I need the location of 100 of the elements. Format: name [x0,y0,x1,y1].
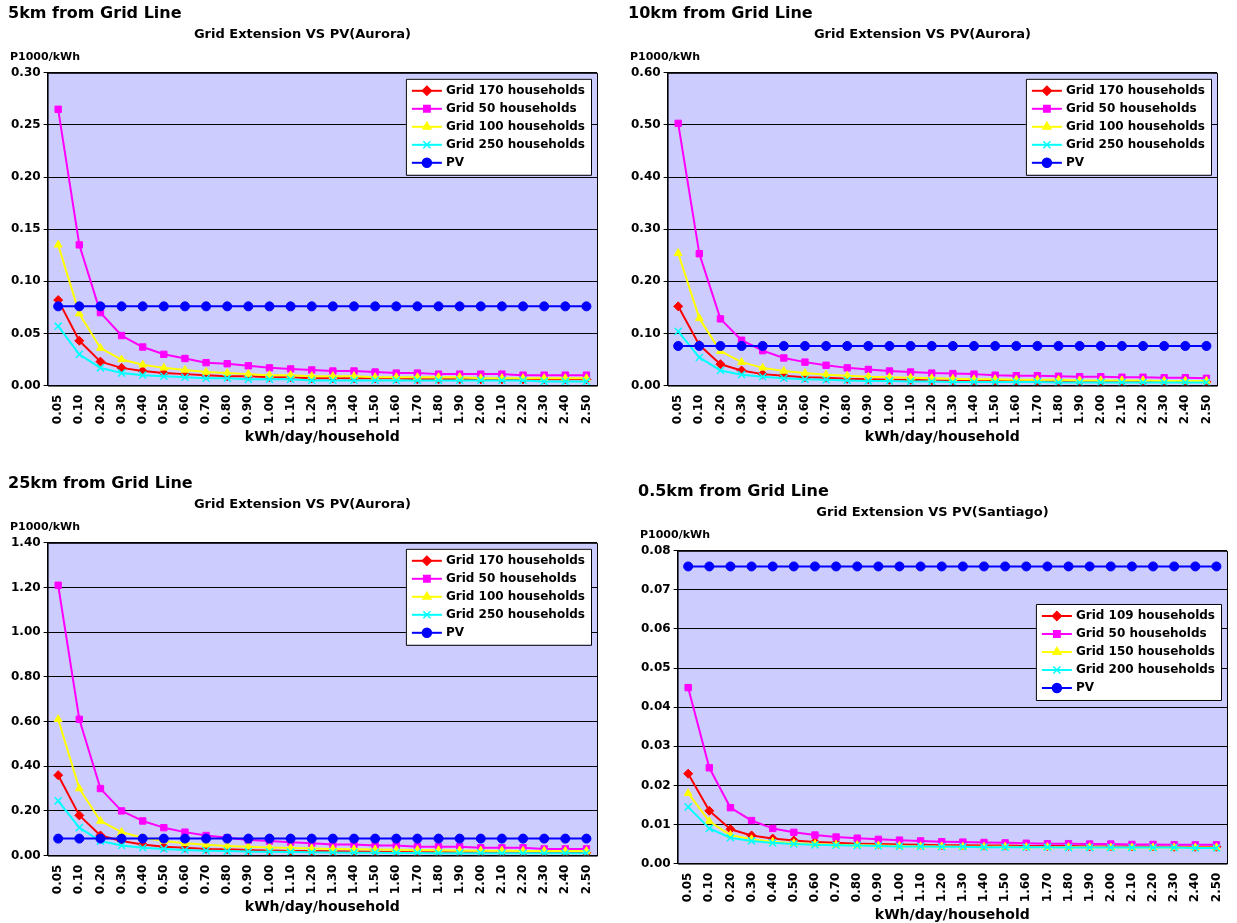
x-tick-label: 0.50 [155,394,170,425]
chart-title: 25km from Grid Line [8,472,193,492]
x-tick-label: 1.40 [346,864,361,895]
y-tick-label: 0.07 [641,582,671,597]
y-axis-title: P1000/kWh [640,528,710,542]
y-tick-label: 0.40 [631,169,661,184]
x-tick-label: 1.90 [451,864,466,895]
y-tick-label: 0.60 [11,713,41,728]
x-tick-label: 2.30 [1156,394,1171,425]
x-tick-label: 0.10 [701,872,716,903]
x-tick-label: 1.10 [912,872,927,903]
chart-title: 0.5km from Grid Line [638,480,829,500]
x-tick-label: 0.50 [775,394,790,425]
y-tick-label: 0.50 [631,117,661,132]
x-tick-label: 2.10 [494,864,509,895]
chart-subtitle: Grid Extension VS PV(Santiago) [816,504,1049,520]
y-tick-label: 0.80 [11,668,41,683]
legend-label: PV [445,624,465,639]
x-tick-label: 1.50 [987,394,1002,425]
x-tick-label: 0.20 [722,872,737,903]
x-tick-label: 1.60 [388,394,403,425]
x-tick-label: 0.80 [219,864,234,895]
x-tick-label: 2.40 [557,394,572,425]
legend-label: Grid 250 households [445,606,586,621]
x-tick-label: 0.50 [155,864,170,895]
x-tick-label: 2.50 [578,864,593,895]
x-tick-label: 0.20 [92,864,107,895]
chart-title: 5km from Grid Line [8,2,182,22]
x-tick-label: 1.90 [451,394,466,425]
x-tick-label: 1.90 [1071,394,1086,425]
y-tick-label: 0.20 [11,169,41,184]
y-tick-label: 0.00 [641,855,671,870]
legend-label: Grid 50 households [445,100,577,115]
y-axis-title: P1000/kWh [10,50,80,64]
legend-label: Grid 250 households [445,136,586,151]
x-tick-label: 0.60 [177,394,192,425]
x-tick-label: 2.00 [1102,872,1117,903]
x-tick-label: 2.20 [1145,872,1160,903]
y-tick-label: 0.10 [11,273,41,288]
x-tick-label: 0.50 [785,872,800,903]
x-tick-label: 1.10 [902,394,917,425]
legend-label: Grid 109 households [1075,608,1216,623]
x-tick-label: 2.30 [536,394,551,425]
x-tick-label: 1.00 [881,394,896,425]
y-tick-label: 0.06 [641,621,671,636]
x-tick-label: 0.05 [680,872,695,903]
x-tick-label: 0.30 [743,872,758,903]
legend-label: Grid 170 households [445,552,586,567]
y-tick-label: 0.30 [631,221,661,236]
x-tick-label: 0.05 [50,864,65,895]
y-tick-label: 0.10 [631,325,661,340]
y-tick-label: 0.01 [641,816,671,831]
y-tick-label: 1.20 [11,579,41,594]
x-tick-label: 1.30 [944,394,959,425]
x-tick-label: 1.80 [430,394,445,425]
x-tick-label: 2.20 [1135,394,1150,425]
x-tick-label: 0.70 [198,394,213,425]
x-tick-label: 2.20 [515,394,530,425]
x-tick-label: 0.40 [134,394,149,425]
x-tick-label: 0.30 [113,864,128,895]
y-tick-label: 0.08 [641,542,671,557]
legend-label: Grid 50 households [1075,626,1207,641]
x-tick-label: 0.60 [807,872,822,903]
x-tick-label: 1.00 [261,394,276,425]
x-tick-label: 2.10 [494,394,509,425]
x-tick-label: 0.05 [50,394,65,425]
x-tick-label: 1.80 [1060,872,1075,903]
x-tick-label: 1.70 [1039,872,1054,903]
x-tick-label: 2.40 [557,864,572,895]
x-tick-label: 2.40 [1177,394,1192,425]
x-tick-label: 0.10 [71,394,86,425]
chart-subtitle: Grid Extension VS PV(Aurora) [193,496,412,512]
x-tick-label: 2.30 [1166,872,1181,903]
x-tick-label: 2.00 [1092,394,1107,425]
y-tick-label: 0.20 [631,273,661,288]
x-tick-label: 1.20 [303,864,318,895]
legend-label: PV [1075,680,1095,695]
x-tick-label: 0.20 [712,394,727,425]
chart-title: 10km from Grid Line [628,2,813,22]
x-tick-label: 1.50 [367,864,382,895]
y-axis-title: P1000/kWh [630,50,700,64]
x-tick-label: 0.60 [797,394,812,425]
y-tick-label: 1.00 [11,624,41,639]
x-tick-label: 0.90 [240,864,255,895]
x-tick-label: 0.70 [828,872,843,903]
x-tick-label: 1.20 [933,872,948,903]
x-tick-label: 1.70 [1029,394,1044,425]
x-tick-label: 1.10 [282,394,297,425]
x-tick-label: 1.30 [324,864,339,895]
chart-subtitle: Grid Extension VS PV(Aurora) [193,26,412,42]
legend-label: Grid 100 households [445,118,586,133]
x-tick-label: 1.10 [282,864,297,895]
x-tick-label: 0.10 [691,394,706,425]
x-tick-label: 1.70 [409,394,424,425]
x-tick-label: 0.90 [860,394,875,425]
y-tick-label: 0.03 [641,738,671,753]
x-tick-label: 1.00 [891,872,906,903]
x-tick-label: 0.30 [113,394,128,425]
x-tick-label: 2.40 [1187,872,1202,903]
x-tick-label: 1.30 [954,872,969,903]
